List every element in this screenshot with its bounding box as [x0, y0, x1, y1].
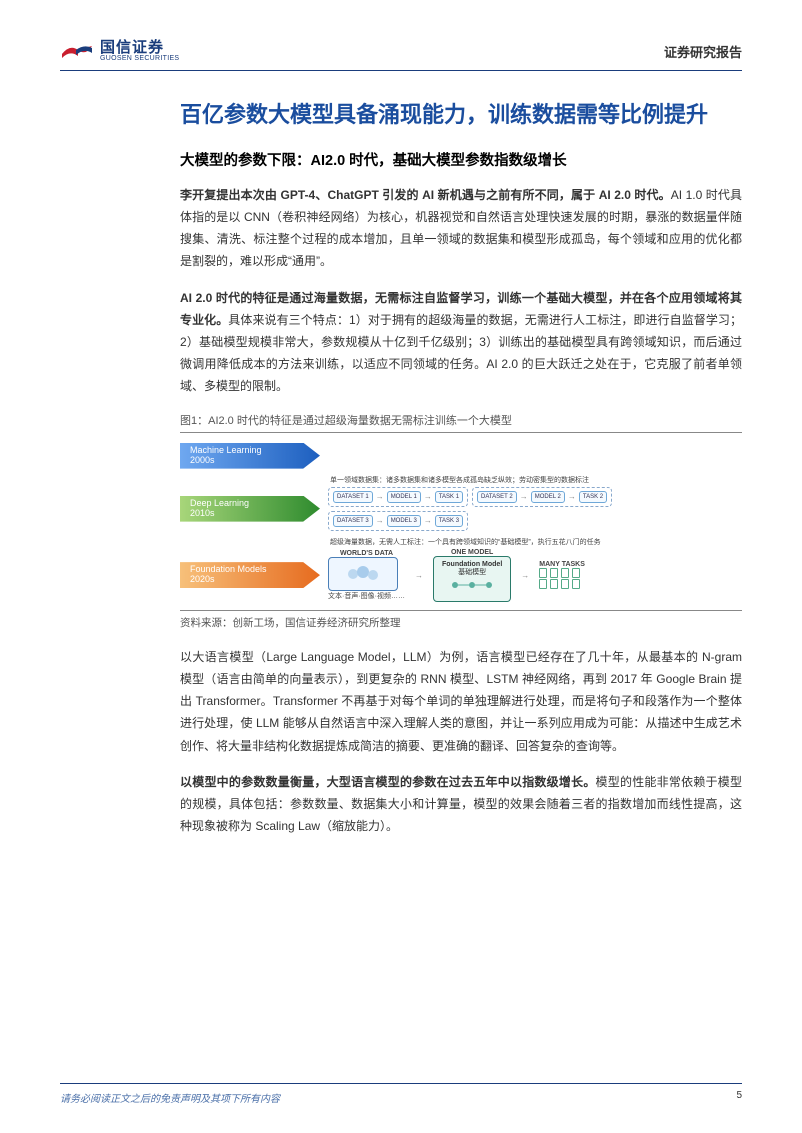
dataset-3: DATASET 3: [333, 515, 373, 527]
page-header: 国信证券 GUOSEN SECURITIES 证券研究报告: [60, 40, 742, 71]
data-cloud-icon: [343, 562, 383, 586]
p1-bold: 李开复提出本次由 GPT-4、ChatGPT 引发的 AI 新机遇与之前有所不同…: [180, 188, 671, 202]
arrow-dl: Deep Learning 2010s: [180, 496, 320, 522]
worlds-data-sub: 文本·音声·图像·视频……: [328, 591, 405, 601]
arrow-ml-year: 2000s: [190, 456, 262, 466]
task-3: TASK 3: [435, 515, 463, 527]
logo-text-cn: 国信证券: [100, 40, 179, 55]
timeline-row-fm: Foundation Models 2020s WORLD'S DATA 文本·…: [180, 549, 742, 602]
foundation-model-sub: 基础模型: [442, 569, 502, 577]
task-doc-icon: [539, 568, 547, 578]
figure-1: Machine Learning 2000s 单一领域数据集：诸多数据集和诸多模…: [180, 443, 742, 602]
paragraph-3: 以大语言模型（Large Language Model，LLM）为例，语言模型已…: [180, 646, 742, 757]
row3-note: 超级海量数据，无需人工标注：一个具有跨领域知识的“基础模型”，执行五花八门的任务: [330, 537, 742, 547]
arrow-fm-year: 2020s: [190, 575, 267, 585]
logo-text-en: GUOSEN SECURITIES: [100, 55, 179, 62]
one-model-title: ONE MODEL: [433, 549, 511, 556]
task-2: TASK 2: [579, 491, 607, 503]
group-1: DATASET 1→ MODEL 1→ TASK 1: [328, 487, 468, 507]
one-model-block: ONE MODEL Foundation Model 基础模型: [433, 549, 511, 602]
task-doc-icon: [561, 579, 569, 589]
timeline-row-ml: Machine Learning 2000s: [180, 443, 742, 469]
dataset-2: DATASET 2: [477, 491, 517, 503]
logo: 国信证券 GUOSEN SECURITIES: [60, 40, 179, 62]
model-1: MODEL 1: [387, 491, 421, 503]
dataset-1: DATASET 1: [333, 491, 373, 503]
page-footer: 请务必阅读正文之后的免责声明及其项下所有内容 5: [60, 1083, 742, 1105]
task-1: TASK 1: [435, 491, 463, 503]
paragraph-2: AI 2.0 时代的特征是通过海量数据，无需标注自监督学习，训练一个基础大模型，…: [180, 287, 742, 398]
task-doc-icon: [550, 579, 558, 589]
logo-icon: [60, 40, 94, 62]
paragraph-1: 李开复提出本次由 GPT-4、ChatGPT 引发的 AI 新机遇与之前有所不同…: [180, 184, 742, 273]
group-3: DATASET 3→ MODEL 3→ TASK 3: [328, 511, 468, 531]
task-doc-icon: [572, 568, 580, 578]
arrow-icon: →: [415, 571, 423, 580]
network-icon: [447, 577, 497, 593]
section-title: 百亿参数大模型具备涌现能力，训练数据需等比例提升: [180, 99, 742, 131]
p2-rest: 具体来说有三个特点：1）对于拥有的超级海量的数据，无需进行人工标注，即进行自监督…: [180, 313, 742, 394]
foundation-model-label: Foundation Model: [442, 561, 502, 569]
figure-1-source: 资料来源：创新工场，国信证券经济研究所整理: [180, 610, 742, 630]
arrow-icon-2: →: [521, 571, 529, 580]
row2-note: 单一领域数据集：诸多数据集和诸多模型各成孤岛缺乏纵效；劳动密集型的数据标注: [330, 475, 742, 485]
arrow-ml: Machine Learning 2000s: [180, 443, 320, 469]
many-tasks-block: MANY TASKS: [539, 561, 585, 589]
figure-1-caption: 图1：AI2.0 时代的特征是通过超级海量数据无需标注训练一个大模型: [180, 412, 742, 433]
section-subtitle: 大模型的参数下限：AI2.0 时代，基础大模型参数指数级增长: [180, 149, 742, 170]
worlds-data-block: WORLD'S DATA 文本·音声·图像·视频……: [328, 550, 405, 601]
task-doc-icon: [561, 568, 569, 578]
timeline-row-dl: Deep Learning 2010s DATASET 1→ MODEL 1→ …: [180, 487, 742, 531]
task-doc-icon: [539, 579, 547, 589]
row2-boxes: DATASET 1→ MODEL 1→ TASK 1 DATASET 2→ MO…: [328, 487, 742, 531]
arrow-fm: Foundation Models 2020s: [180, 562, 320, 588]
paragraph-4: 以模型中的参数数量衡量，大型语言模型的参数在过去五年中以指数级增长。模型的性能非…: [180, 771, 742, 838]
content-area: 百亿参数大模型具备涌现能力，训练数据需等比例提升 大模型的参数下限：AI2.0 …: [180, 99, 742, 837]
footer-disclaimer: 请务必阅读正文之后的免责声明及其项下所有内容: [60, 1090, 280, 1105]
task-doc-icon: [550, 568, 558, 578]
row3-boxes: WORLD'S DATA 文本·音声·图像·视频…… → ONE MODEL F…: [328, 549, 742, 602]
worlds-data-title: WORLD'S DATA: [328, 550, 405, 557]
page-number: 5: [736, 1090, 742, 1105]
model-3: MODEL 3: [387, 515, 421, 527]
task-doc-icon: [572, 579, 580, 589]
p4-bold: 以模型中的参数数量衡量，大型语言模型的参数在过去五年中以指数级增长。: [180, 775, 596, 789]
many-tasks-title: MANY TASKS: [539, 561, 585, 568]
arrow-dl-year: 2010s: [190, 509, 249, 519]
report-type: 证券研究报告: [664, 42, 742, 61]
model-2: MODEL 2: [531, 491, 565, 503]
group-2: DATASET 2→ MODEL 2→ TASK 2: [472, 487, 612, 507]
